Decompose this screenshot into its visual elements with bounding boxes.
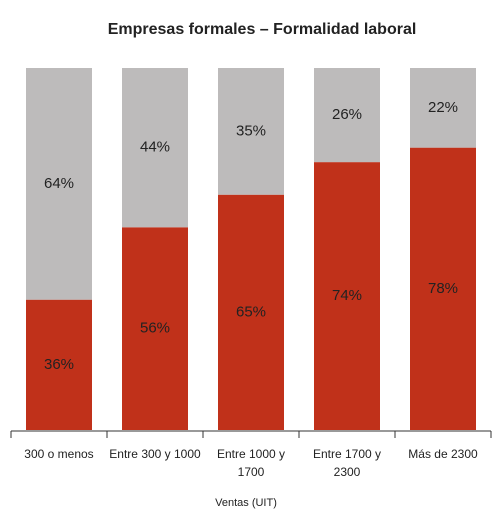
bar-segment <box>26 68 92 300</box>
x-axis-label: Ventas (UIT) <box>215 497 277 509</box>
data-label: 35% <box>236 122 266 139</box>
x-tick-label: Entre 300 y 1000 <box>109 447 201 461</box>
data-label: 78% <box>428 280 458 297</box>
data-label: 22% <box>428 99 458 116</box>
bar-segment <box>410 147 476 430</box>
bar-segment <box>410 68 476 148</box>
bar-segment <box>218 68 284 195</box>
bar-segment <box>122 227 188 430</box>
bar-segment <box>26 299 92 430</box>
bar-segment <box>122 68 188 228</box>
chart-title: Empresas formales – Formalidad laboral <box>108 21 417 38</box>
x-tick-label: Más de 2300 <box>408 447 478 461</box>
data-label: 74% <box>332 287 362 304</box>
data-label: 26% <box>332 106 362 123</box>
x-tick-label: Entre 1000 y 1700 <box>216 447 286 479</box>
data-label: 56% <box>140 320 170 337</box>
data-label: 36% <box>44 356 74 373</box>
data-label: 44% <box>140 139 170 156</box>
data-label: 65% <box>236 303 266 320</box>
x-tick-label: 300 o menos <box>24 447 94 461</box>
bar-segment <box>314 162 380 430</box>
x-tick-label: Entre 1700 y 2300 <box>312 447 382 479</box>
bar-segment <box>218 194 284 430</box>
bar-segment <box>314 68 380 163</box>
data-label: 64% <box>44 175 74 192</box>
